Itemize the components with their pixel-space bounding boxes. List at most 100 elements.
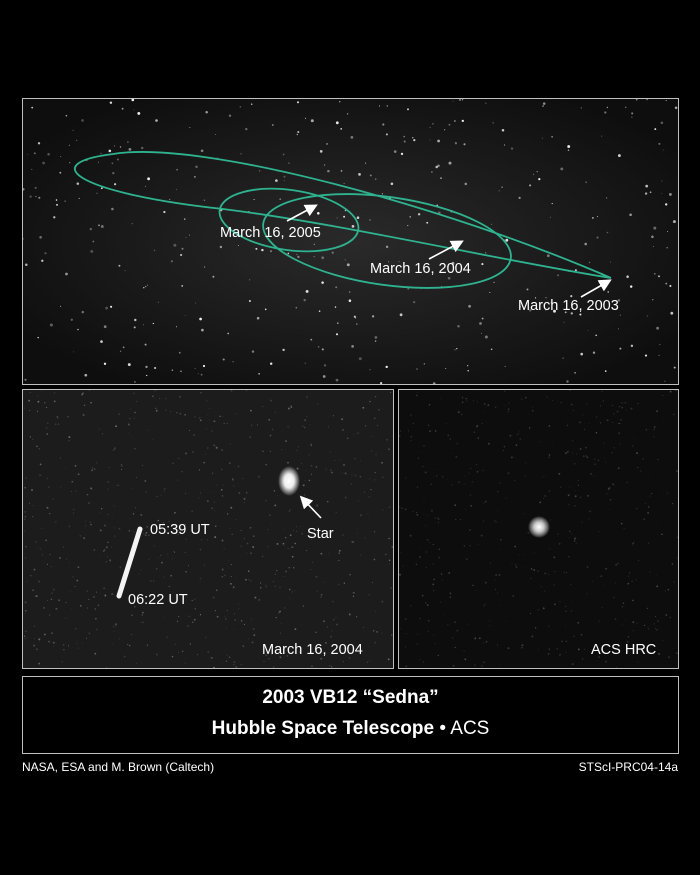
noise-dot [79, 604, 82, 607]
noise-dot [262, 406, 264, 408]
noise-dot [83, 537, 85, 539]
noise-dot [382, 509, 384, 511]
star-dot [195, 302, 197, 304]
noise-dot [677, 645, 678, 647]
noise-dot [229, 582, 232, 585]
noise-dot [265, 500, 267, 502]
star-dot [296, 253, 298, 256]
noise-dot [622, 624, 624, 626]
star-dot [658, 275, 660, 278]
noise-dot [601, 390, 603, 393]
star-dot [29, 195, 32, 198]
noise-dot [434, 642, 436, 645]
noise-dot [240, 529, 242, 531]
noise-dot [330, 635, 332, 638]
noise-dot [645, 429, 648, 431]
star-dot [199, 317, 202, 321]
noise-dot [404, 508, 407, 511]
noise-dot [213, 420, 216, 423]
noise-dot [242, 477, 244, 480]
star-dot [201, 328, 204, 332]
noise-dot [48, 512, 51, 515]
noise-dot [62, 546, 65, 548]
noise-dot [554, 603, 556, 606]
noise-dot [213, 444, 216, 447]
star-dot [592, 217, 594, 219]
noise-dot [537, 570, 539, 572]
noise-dot [388, 506, 391, 509]
noise-dot [203, 523, 206, 525]
star-dot [398, 261, 400, 263]
star-dot [493, 281, 495, 284]
noise-dot [308, 479, 311, 482]
noise-dot [346, 437, 349, 440]
noise-dot [51, 640, 53, 643]
noise-dot [131, 634, 133, 636]
noise-dot [637, 466, 639, 469]
noise-dot [193, 434, 195, 436]
noise-dot [209, 407, 211, 409]
star-dot [96, 192, 98, 194]
noise-dot [32, 589, 34, 591]
noise-dot [155, 567, 158, 570]
arrow-star [299, 495, 322, 519]
noise-dot [500, 633, 502, 635]
noise-dot [676, 652, 678, 654]
star-dot [585, 181, 587, 183]
star-dot [200, 149, 204, 153]
star-dot [152, 322, 154, 325]
noise-dot [91, 469, 93, 472]
noise-dot [447, 624, 449, 626]
noise-dot [565, 452, 567, 455]
noise-dot [315, 631, 317, 633]
star-dot [77, 328, 79, 331]
star-dot [70, 318, 73, 321]
star-dot [669, 284, 672, 288]
noise-dot [656, 575, 657, 576]
star-dot [239, 106, 241, 108]
noise-dot [194, 416, 196, 418]
noise-dot [409, 534, 412, 537]
star-dot [133, 326, 136, 329]
noise-dot [231, 533, 233, 535]
noise-dot [328, 552, 330, 555]
noise-dot [544, 474, 546, 477]
star-dot [282, 153, 285, 156]
noise-dot [573, 635, 575, 637]
noise-dot [194, 608, 196, 610]
noise-dot [160, 494, 162, 496]
noise-dot [90, 487, 93, 490]
noise-dot [311, 665, 313, 667]
noise-dot [29, 409, 31, 411]
label-march-2005: March 16, 2005 [220, 225, 321, 241]
star-dot [538, 177, 541, 181]
noise-dot [290, 405, 292, 407]
noise-dot [517, 433, 519, 435]
noise-dot [44, 401, 46, 404]
noise-dot [222, 415, 224, 417]
star-dot [553, 309, 556, 313]
noise-dot [272, 580, 274, 583]
noise-dot [627, 575, 630, 578]
noise-dot [415, 511, 418, 514]
noise-dot [658, 629, 660, 631]
noise-dot [49, 614, 51, 616]
star-dot [200, 373, 203, 376]
noise-dot [433, 578, 435, 581]
noise-dot [24, 637, 27, 640]
noise-dot [391, 634, 393, 636]
noise-dot [123, 655, 126, 658]
star-dot [259, 170, 261, 172]
star-dot [350, 136, 354, 139]
star-dot [283, 175, 286, 178]
noise-dot [369, 660, 371, 662]
noise-dot [128, 423, 130, 426]
noise-dot [565, 572, 568, 574]
noise-dot [215, 446, 218, 449]
noise-dot [503, 446, 506, 448]
star-dot [356, 216, 360, 219]
noise-dot [359, 460, 362, 462]
star-dot [65, 272, 68, 276]
noise-dot [331, 629, 333, 632]
noise-dot [294, 542, 297, 545]
